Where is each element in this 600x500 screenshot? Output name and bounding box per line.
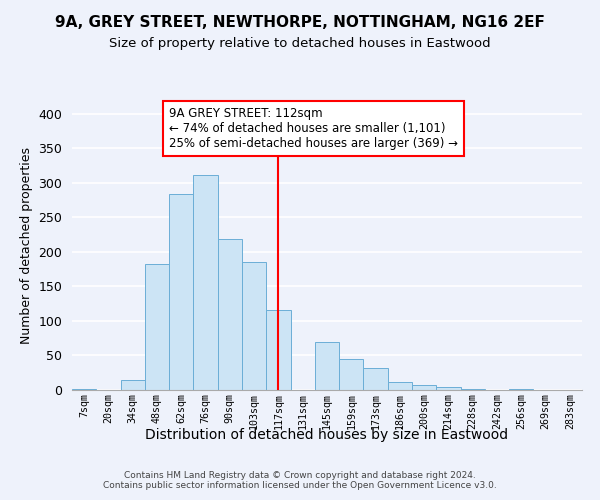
Bar — [145, 264, 169, 390]
Text: Contains HM Land Registry data © Crown copyright and database right 2024.
Contai: Contains HM Land Registry data © Crown c… — [103, 470, 497, 490]
Bar — [72, 388, 96, 390]
Bar — [266, 310, 290, 390]
Bar — [193, 176, 218, 390]
Bar — [242, 262, 266, 390]
Bar — [339, 359, 364, 390]
Bar — [169, 194, 193, 390]
Text: 9A, GREY STREET, NEWTHORPE, NOTTINGHAM, NG16 2EF: 9A, GREY STREET, NEWTHORPE, NOTTINGHAM, … — [55, 15, 545, 30]
Text: Size of property relative to detached houses in Eastwood: Size of property relative to detached ho… — [109, 38, 491, 51]
Bar — [121, 380, 145, 390]
Bar — [388, 382, 412, 390]
Y-axis label: Number of detached properties: Number of detached properties — [20, 146, 33, 344]
Text: Distribution of detached houses by size in Eastwood: Distribution of detached houses by size … — [145, 428, 509, 442]
Bar — [436, 386, 461, 390]
Bar — [315, 342, 339, 390]
Text: 9A GREY STREET: 112sqm
← 74% of detached houses are smaller (1,101)
25% of semi-: 9A GREY STREET: 112sqm ← 74% of detached… — [169, 107, 458, 150]
Bar — [364, 368, 388, 390]
Bar — [218, 240, 242, 390]
Bar — [412, 385, 436, 390]
Bar — [461, 388, 485, 390]
